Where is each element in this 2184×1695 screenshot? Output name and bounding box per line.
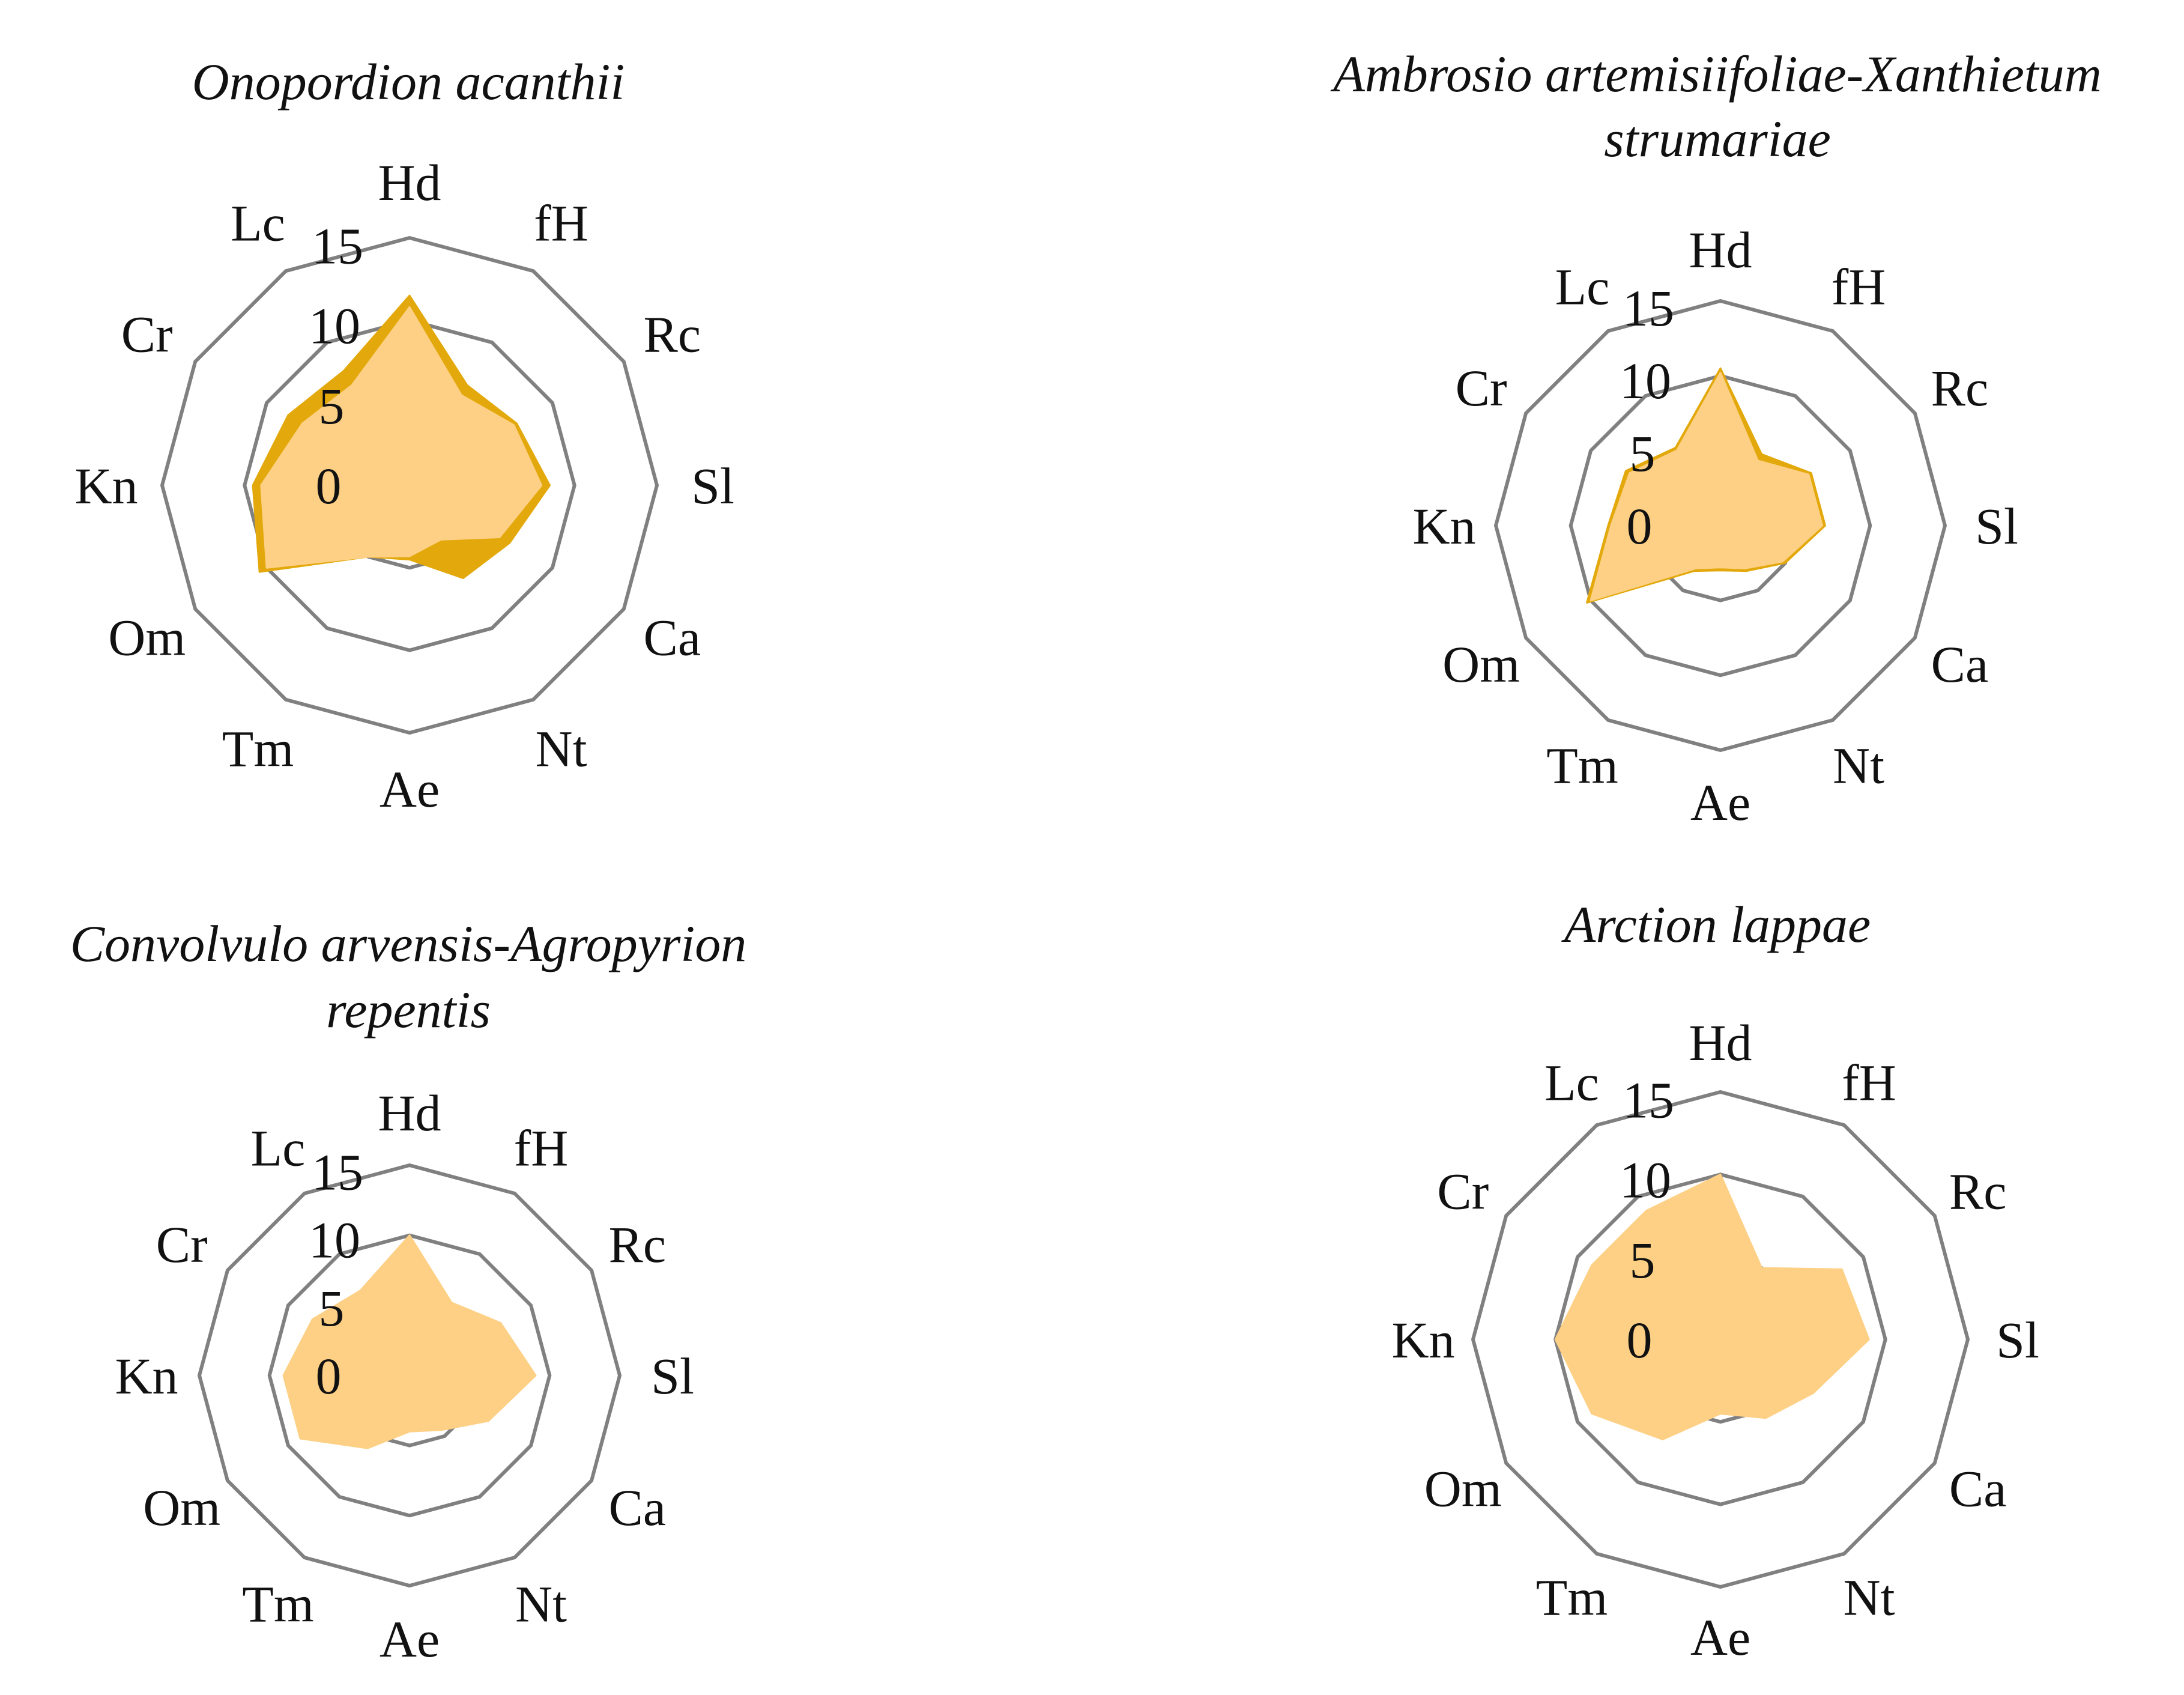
axis-label-sl: Sl — [691, 457, 734, 515]
series-layer — [1586, 367, 1826, 604]
tick-label: 10 — [1620, 1151, 1671, 1209]
radar-panel-onopordion: Onopordion acanthii Hd fH Rc Sl Ca Nt Ae Tm Om Kn… — [74, 53, 734, 818]
tick-labels: 0 5 10 15 — [309, 217, 363, 515]
axis-label-lc: Lc — [251, 1120, 306, 1177]
axis-label-hd: Hd — [1689, 1014, 1752, 1072]
grid-ring — [160, 235, 659, 735]
axis-label-sl: Sl — [1975, 497, 2018, 555]
axis-label-sl: Sl — [1996, 1311, 2039, 1369]
axis-label-rc: Rc — [609, 1216, 667, 1273]
grid-ring — [1493, 299, 1947, 753]
axis-label-nt: Nt — [1833, 736, 1884, 794]
axis-label-kn: Kn — [1412, 497, 1475, 555]
axis-label-om: Om — [108, 609, 186, 667]
series-layer — [282, 1234, 537, 1449]
axis-label-ca: Ca — [644, 609, 701, 667]
axis-labels: Hd fH Rc Sl Ca Nt Ae Tm Om Kn Cr Lc — [1412, 221, 2018, 831]
axis-label-om: Om — [143, 1479, 220, 1536]
axis-label-tm: Tm — [1536, 1569, 1608, 1627]
axis-label-hd: Hd — [1689, 221, 1752, 279]
axis-label-nt: Nt — [536, 720, 587, 777]
axis-label-tm: Tm — [222, 720, 294, 777]
tick-label: 5 — [1630, 425, 1656, 482]
axis-label-rc: Rc — [644, 306, 701, 363]
chart-title-line: Convolvulo arvensis-Agropyrion — [70, 915, 747, 972]
tick-label: 5 — [319, 1279, 345, 1337]
axis-label-ae: Ae — [380, 1610, 440, 1668]
axis-label-ae: Ae — [1690, 1609, 1750, 1666]
grid-ring — [1471, 1090, 1970, 1589]
axis-label-fh: fH — [1842, 1054, 1896, 1111]
axis-label-nt: Nt — [1844, 1569, 1895, 1627]
grid-ring — [243, 318, 576, 652]
chart-title-line: strumariae — [1604, 110, 1830, 168]
chart-title-line: Arction lappae — [1561, 896, 1871, 953]
axis-label-ca: Ca — [1949, 1460, 2007, 1518]
tick-labels: 0 5 10 15 — [309, 1144, 363, 1405]
axis-label-lc: Lc — [1555, 258, 1610, 316]
axis-label-lc: Lc — [231, 195, 285, 252]
tick-labels: 0 5 10 15 — [1620, 1071, 1674, 1369]
tick-label: 15 — [1623, 279, 1674, 337]
tick-label: 15 — [312, 217, 363, 274]
series-area — [1554, 1173, 1870, 1440]
grid-ring — [1553, 1172, 1887, 1506]
tick-label: 15 — [1623, 1071, 1674, 1129]
axis-label-om: Om — [1442, 635, 1520, 693]
axis-label-cr: Cr — [121, 306, 173, 363]
axis-labels: Hd fH Rc Sl Ca Nt Ae Tm Om Kn Cr Lc — [1391, 1014, 2039, 1666]
grid-ring — [267, 1233, 552, 1518]
radar-panel-arction: Arction lappae HdfHRcSlCaNtAeTmOmKnCrLc … — [1391, 896, 2039, 1666]
axis-label-kn: Kn — [1391, 1311, 1454, 1369]
axis-label-sl: Sl — [651, 1347, 694, 1405]
axis-label-fh: fH — [514, 1120, 569, 1177]
axis-label-kn: Kn — [115, 1347, 178, 1405]
axis-label-cr: Cr — [156, 1216, 208, 1273]
series-area — [260, 306, 543, 569]
axis-label-hd: Hd — [378, 1084, 441, 1142]
axis-label-ae: Ae — [1690, 774, 1750, 831]
series-layer — [1554, 1173, 1870, 1440]
radar-panel-convolvulo: Convolvulo arvensis-Agropyrion repentis … — [70, 915, 747, 1668]
axis-label-nt: Nt — [515, 1575, 567, 1633]
tick-label: 5 — [319, 377, 345, 435]
series-layer — [252, 294, 551, 580]
tick-label: 0 — [1627, 497, 1653, 555]
axis-label-lc: Lc — [1544, 1054, 1599, 1111]
tick-label: 10 — [1620, 352, 1671, 410]
axis-label-fh: fH — [534, 195, 588, 252]
axis-label-ca: Ca — [609, 1479, 667, 1536]
chart-title-line: Ambrosio artemisiifoliae-Xanthietum — [1330, 45, 2102, 103]
radar-panel-ambrosio: Ambrosio artemisiifoliae-Xanthietum stru… — [1330, 45, 2102, 831]
tick-label: 0 — [316, 457, 342, 515]
tick-label: 0 — [1627, 1311, 1653, 1369]
series-area — [282, 1234, 537, 1449]
tick-label: 5 — [1630, 1231, 1656, 1289]
axis-label-fh: fH — [1832, 258, 1886, 316]
axis-label-tm: Tm — [242, 1575, 313, 1633]
series-area — [1590, 372, 1823, 602]
axis-label-kn: Kn — [74, 457, 138, 515]
axis-label-ca: Ca — [1931, 635, 1989, 693]
chart-title-line: repentis — [326, 981, 491, 1039]
tick-label: 0 — [316, 1347, 342, 1405]
grid-ring — [197, 1163, 622, 1588]
axis-label-rc: Rc — [1949, 1163, 2007, 1220]
axis-label-om: Om — [1424, 1460, 1502, 1518]
axis-label-tm: Tm — [1546, 736, 1618, 794]
tick-label: 10 — [309, 1211, 360, 1269]
axis-labels: Hd fH Rc Sl Ca Nt Ae Tm Om Kn Cr Lc — [74, 154, 734, 818]
chart-title-line: Onopordion acanthii — [192, 53, 625, 111]
axis-label-rc: Rc — [1931, 359, 1989, 417]
tick-label: 10 — [309, 297, 360, 355]
tick-label: 15 — [312, 1144, 363, 1201]
grid-ring — [1568, 374, 1872, 678]
tick-labels: 0 5 10 15 — [1620, 279, 1674, 555]
axis-label-cr: Cr — [1456, 359, 1507, 417]
axis-label-hd: Hd — [378, 154, 441, 211]
axis-label-cr: Cr — [1437, 1163, 1489, 1220]
axis-labels: Hd fH Rc Sl Ca Nt Ae Tm Om Kn Cr Lc — [115, 1084, 694, 1668]
axis-label-ae: Ae — [380, 760, 440, 818]
